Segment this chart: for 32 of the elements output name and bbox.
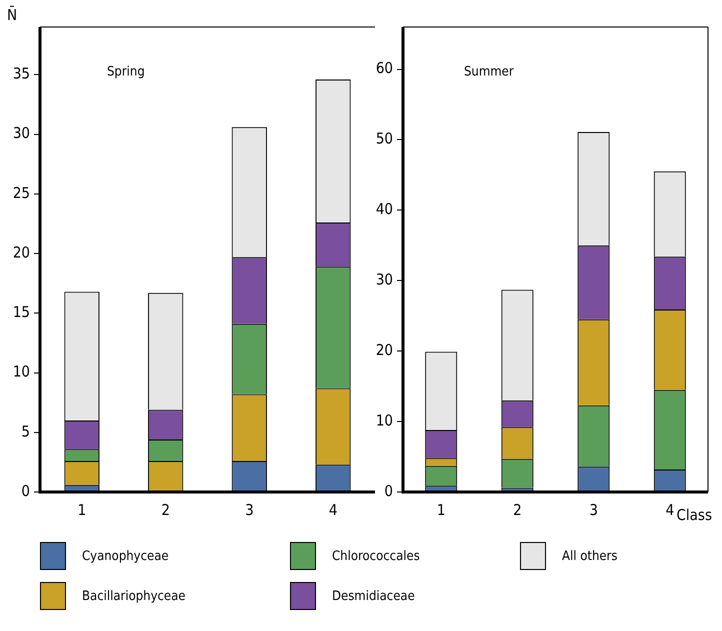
x-tick-label: 2 <box>161 500 170 519</box>
y-tick-label: 0 <box>384 482 393 500</box>
y-tick-label: 30 <box>376 270 393 289</box>
x-tick-label: 4 <box>666 500 674 519</box>
legend-label: All others <box>562 548 618 564</box>
text: Spring <box>107 64 145 80</box>
y-tick-label: 15 <box>12 303 30 322</box>
y-tick-label: 10 <box>376 411 393 430</box>
y-tick-label: 20 <box>376 340 393 359</box>
y-tick-label: 5 <box>21 422 30 440</box>
y-tick-label: 60 <box>376 59 393 78</box>
y-tick-label: 35 <box>12 64 30 83</box>
x-tick-label: 4 <box>328 500 338 519</box>
x-tick-label: 3 <box>589 500 598 519</box>
legend-label: Chlorococcales <box>332 548 420 564</box>
y-tick-label: 20 <box>12 243 30 262</box>
x-tick-label: 2 <box>513 500 522 519</box>
legend-label: Bacillariophyceae <box>82 588 186 604</box>
x-axis-title: Class <box>676 506 712 524</box>
y-tick-label: 25 <box>12 184 30 202</box>
y-tick-label: 30 <box>12 124 30 142</box>
y-tick-label: 40 <box>376 200 393 218</box>
x-tick-label: 1 <box>78 500 86 519</box>
legend-label: Cyanophyceae <box>82 548 169 564</box>
y-tick-label: 0 <box>21 482 30 500</box>
legend-label: Desmidiaceae <box>332 588 415 604</box>
y-tick-label: 50 <box>376 130 393 148</box>
text: Summer <box>464 64 514 80</box>
y-tick-label: 10 <box>12 362 30 381</box>
x-tick-label: 1 <box>436 500 446 519</box>
x-tick-label: 3 <box>245 500 254 519</box>
y-axis-title: N̄ <box>6 5 18 24</box>
